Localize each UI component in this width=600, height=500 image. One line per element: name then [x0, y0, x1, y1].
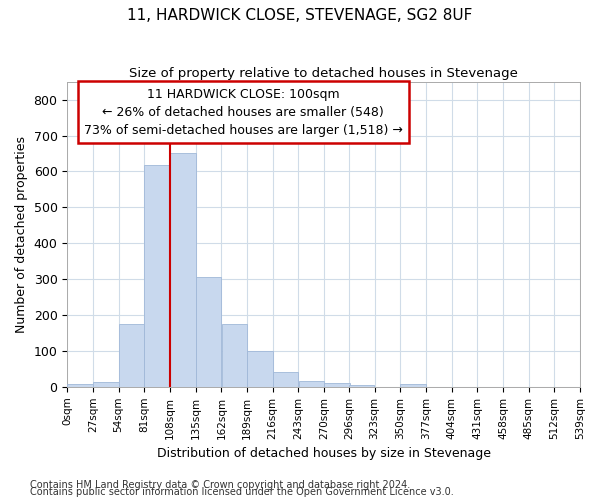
Text: Contains public sector information licensed under the Open Government Licence v3: Contains public sector information licen… [30, 487, 454, 497]
Bar [273, 372, 298, 387]
Bar [119, 324, 144, 387]
Bar [349, 385, 374, 387]
Text: 11 HARDWICK CLOSE: 100sqm
← 26% of detached houses are smaller (548)
73% of semi: 11 HARDWICK CLOSE: 100sqm ← 26% of detac… [84, 88, 403, 136]
Bar [221, 324, 247, 387]
Text: 11, HARDWICK CLOSE, STEVENAGE, SG2 8UF: 11, HARDWICK CLOSE, STEVENAGE, SG2 8UF [127, 8, 473, 22]
Y-axis label: Number of detached properties: Number of detached properties [15, 136, 28, 332]
Bar [247, 351, 272, 387]
Bar [196, 278, 221, 387]
Bar [324, 383, 350, 387]
Text: Contains HM Land Registry data © Crown copyright and database right 2024.: Contains HM Land Registry data © Crown c… [30, 480, 410, 490]
Bar [299, 382, 324, 387]
Bar [170, 154, 196, 387]
X-axis label: Distribution of detached houses by size in Stevenage: Distribution of detached houses by size … [157, 447, 491, 460]
Bar [67, 384, 93, 387]
Title: Size of property relative to detached houses in Stevenage: Size of property relative to detached ho… [129, 68, 518, 80]
Bar [400, 384, 426, 387]
Bar [93, 382, 119, 387]
Bar [145, 166, 170, 387]
